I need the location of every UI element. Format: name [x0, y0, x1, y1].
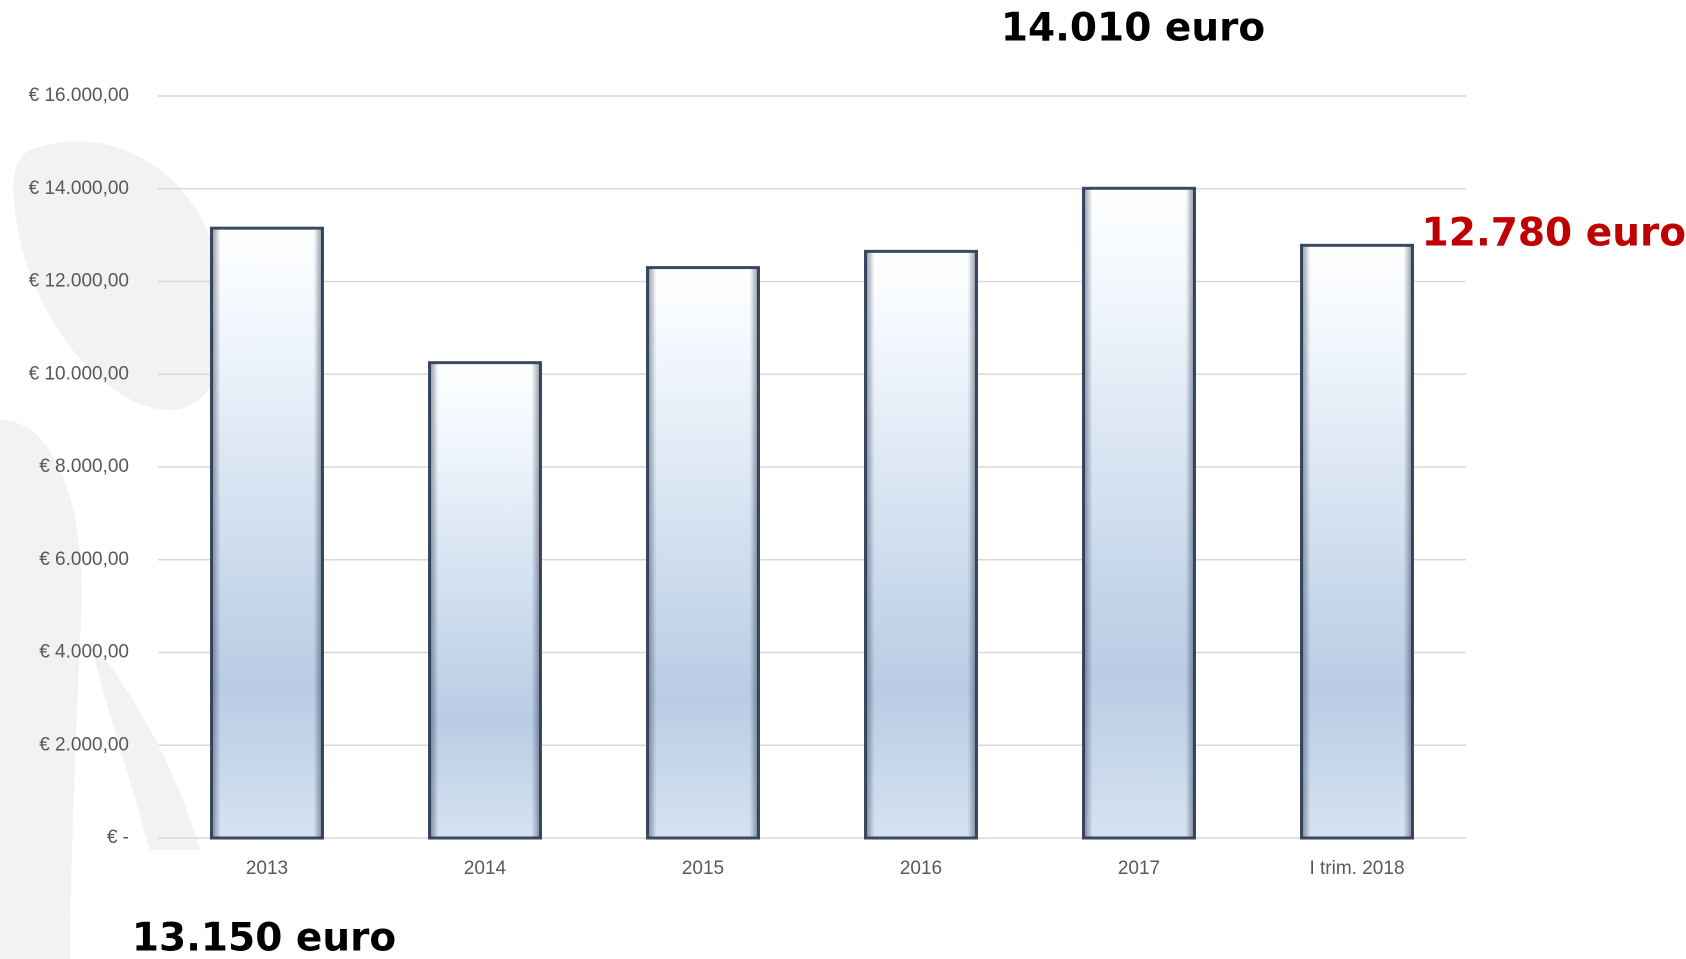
y-tick-label: € 10.000,00 — [29, 363, 129, 384]
bar — [646, 266, 760, 840]
bar — [428, 361, 542, 840]
x-tick-label: 2017 — [1118, 858, 1160, 879]
y-tick-label: € 16.000,00 — [29, 85, 129, 106]
y-tick-label: € 4.000,00 — [39, 642, 129, 663]
y-tick-label: € 2.000,00 — [39, 734, 129, 755]
y-tick-label: € 12.000,00 — [29, 271, 129, 292]
x-tick-label: 2015 — [682, 858, 724, 879]
x-tick-label: 2013 — [246, 858, 288, 879]
y-tick-label: € 6.000,00 — [39, 549, 129, 570]
background-shape — [0, 141, 227, 959]
x-tick-label: 2016 — [900, 858, 942, 879]
x-tick-label: I trim. 2018 — [1309, 858, 1404, 879]
bar — [210, 226, 324, 840]
y-tick-label: € 14.000,00 — [29, 178, 129, 199]
y-tick-label: € - — [107, 827, 129, 848]
bar — [864, 249, 978, 840]
bar — [1300, 243, 1414, 840]
value-label: 13.150 euro — [132, 916, 396, 959]
x-tick-label: 2014 — [464, 858, 507, 879]
value-label: 14.010 euro — [1001, 6, 1265, 51]
y-tick-label: € 8.000,00 — [39, 456, 129, 477]
value-label: 12.780 euro — [1422, 211, 1686, 256]
bar — [1082, 186, 1196, 840]
